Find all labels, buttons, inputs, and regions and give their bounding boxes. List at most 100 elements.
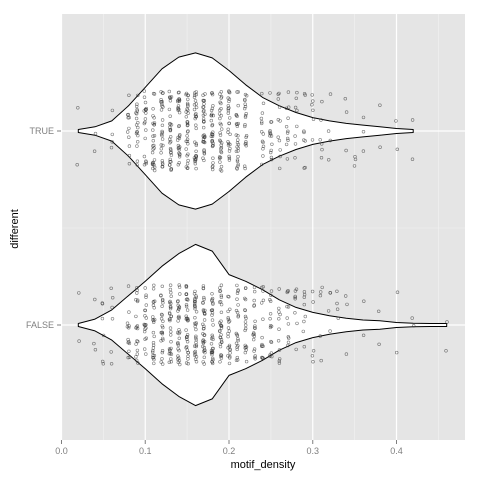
data-point (160, 161, 165, 165)
data-point (160, 349, 165, 353)
data-point (236, 337, 240, 341)
data-point (311, 108, 315, 113)
data-point (186, 362, 190, 366)
data-point (186, 319, 190, 323)
data-point (261, 289, 265, 293)
data-point (210, 308, 214, 312)
data-point (202, 125, 206, 130)
data-point (286, 305, 291, 309)
data-point (135, 163, 139, 167)
data-point (210, 92, 215, 97)
data-point (344, 294, 348, 298)
data-point (177, 99, 182, 103)
data-point (261, 285, 265, 289)
data-point (151, 287, 156, 291)
data-point (218, 160, 222, 164)
data-point (135, 291, 139, 295)
data-point (227, 154, 231, 159)
data-point (236, 154, 240, 159)
data-point (159, 360, 163, 364)
data-point (320, 99, 324, 104)
data-point (293, 297, 297, 301)
data-point (210, 318, 215, 322)
data-point (286, 136, 290, 141)
data-point (243, 113, 248, 118)
data-point (276, 135, 280, 139)
data-point (177, 331, 181, 336)
data-point (227, 156, 232, 161)
data-point (168, 163, 172, 167)
data-point (127, 324, 131, 328)
data-point (169, 294, 173, 298)
data-point (378, 145, 382, 149)
data-point (226, 106, 230, 111)
data-point (167, 107, 172, 112)
data-point (150, 150, 155, 155)
data-point (135, 348, 140, 353)
data-point (153, 165, 157, 170)
x-tick-label: 0.4 (390, 446, 403, 456)
data-point (236, 138, 240, 142)
data-point (286, 90, 291, 94)
data-point (278, 312, 282, 317)
data-point (361, 149, 366, 153)
data-point (276, 92, 280, 97)
data-point (177, 151, 181, 155)
data-point (219, 90, 224, 94)
data-point (152, 334, 156, 339)
data-point (168, 121, 172, 126)
data-point (127, 340, 131, 344)
data-point (186, 142, 190, 146)
data-point (203, 135, 207, 140)
data-point (235, 90, 239, 94)
data-point (168, 306, 173, 311)
data-point (228, 132, 232, 137)
data-point (235, 159, 240, 164)
data-point (127, 126, 131, 131)
data-point (277, 91, 281, 96)
data-point (303, 314, 307, 319)
data-point (143, 347, 147, 351)
data-point (168, 283, 173, 287)
data-point (160, 284, 165, 288)
data-point (194, 355, 199, 359)
data-point (184, 346, 188, 350)
data-point (268, 131, 272, 136)
data-point (218, 168, 223, 172)
data-point (177, 161, 181, 165)
data-point (127, 355, 132, 359)
data-point (186, 166, 190, 170)
data-point (260, 91, 264, 96)
data-point (177, 97, 181, 101)
data-point (234, 341, 239, 345)
data-point (278, 357, 282, 361)
data-point (201, 98, 205, 103)
data-point (253, 326, 257, 330)
data-point (178, 153, 182, 157)
data-point (201, 140, 205, 144)
data-point (209, 108, 214, 113)
data-point (160, 104, 164, 108)
data-point (219, 323, 223, 327)
data-point (202, 311, 207, 315)
data-point (161, 325, 165, 330)
data-point (311, 349, 316, 353)
data-point (244, 345, 249, 349)
data-point (194, 322, 198, 326)
data-point (236, 288, 240, 292)
data-point (193, 162, 198, 166)
data-point (92, 341, 96, 346)
data-point (311, 300, 315, 304)
data-point (151, 147, 155, 151)
data-point (243, 166, 247, 171)
data-point (303, 165, 307, 170)
data-point (336, 316, 340, 320)
data-point (319, 118, 323, 122)
data-point (211, 167, 215, 172)
data-point (77, 339, 81, 343)
data-point (169, 148, 173, 152)
data-point (194, 105, 199, 110)
violin-false (77, 243, 448, 407)
data-point (268, 312, 273, 316)
data-point (184, 147, 188, 151)
